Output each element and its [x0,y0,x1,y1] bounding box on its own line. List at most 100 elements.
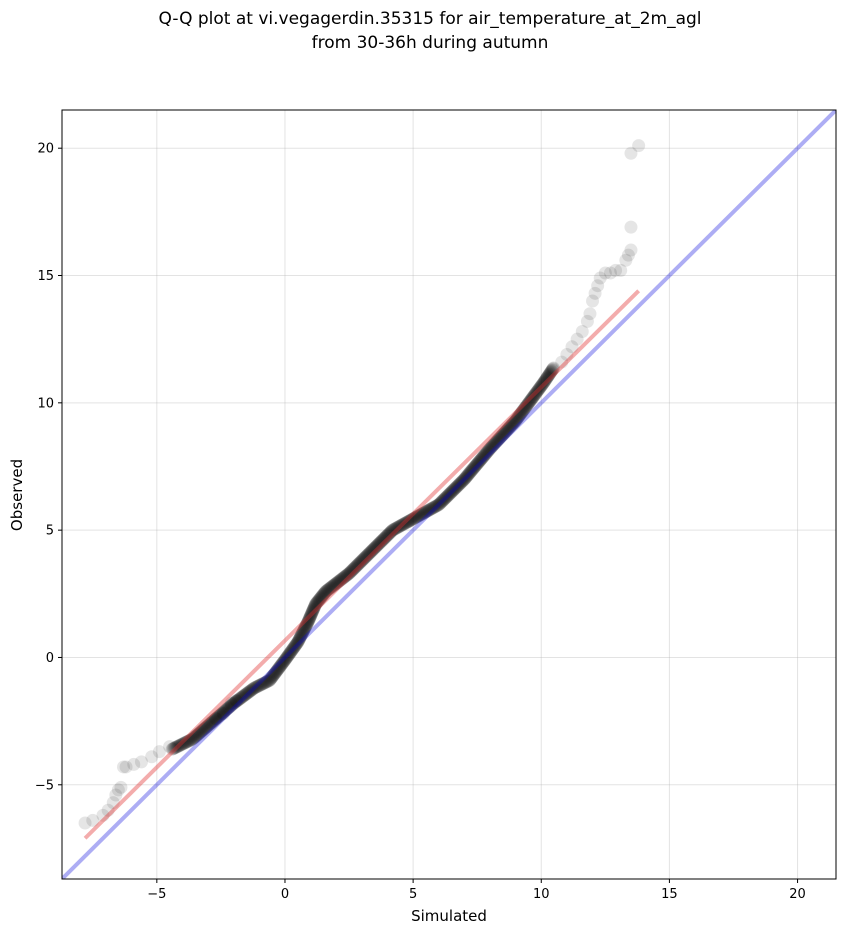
qq-point [216,705,230,719]
qq-point [466,463,480,477]
qq-point [531,383,545,397]
qq-point [194,724,208,738]
qq-point [191,727,205,741]
qq-point [254,678,268,692]
qq-point [404,513,418,527]
qq-point [278,653,292,667]
qq-point [403,514,417,528]
qq-point [101,803,115,817]
qq-point [224,699,238,713]
qq-point [464,465,478,479]
qq-point [432,498,446,512]
qq-point [430,499,444,513]
qq-point [513,408,527,422]
qq-point [314,591,328,605]
qq-point [420,504,434,518]
qq-point [261,674,275,688]
qq-point [304,609,318,623]
qq-point [238,688,252,702]
qq-point [508,414,522,428]
qq-point [378,531,392,545]
qq-point [532,383,546,397]
qq-point [392,520,406,534]
qq-point [497,427,511,441]
qq-point [407,511,421,525]
qq-point [298,621,312,635]
qq-point [488,437,502,451]
qq-point [412,509,426,523]
qq-point [391,520,405,534]
qq-point [362,547,376,561]
qq-point [349,559,363,573]
qq-point [468,460,482,474]
qq-point [525,391,539,405]
qq-point [496,427,510,441]
qq-point [294,628,308,642]
qq-point [425,501,439,515]
qq-point [274,658,288,672]
qq-point [530,385,544,399]
qq-point [229,694,243,708]
y-tick-label: 15 [37,269,54,284]
qq-point [383,526,397,540]
qq-point [358,550,372,564]
qq-point [416,506,430,520]
qq-point [461,468,475,482]
qq-point [439,490,453,504]
qq-point [507,416,521,430]
y-tick-label: 0 [46,651,54,666]
qq-point [253,678,267,692]
qq-point [377,532,391,546]
qq-point [317,587,331,601]
qq-point [591,279,605,293]
qq-point [537,375,551,389]
qq-point [268,666,282,680]
qq-point [538,374,552,388]
qq-point [424,502,438,516]
chart-title-line2: from 30-36h during autumn [312,33,549,53]
qq-point [255,677,269,691]
qq-point [179,735,193,749]
qq-point [394,518,408,532]
qq-point [270,663,284,677]
qq-point [170,740,184,754]
qq-point [219,703,233,717]
qq-point [570,332,584,346]
qq-point [544,364,558,378]
qq-point [266,669,280,683]
qq-point [208,713,222,727]
qq-point [398,516,412,530]
qq-point [229,695,243,709]
qq-point [389,521,403,535]
qq-point [207,713,221,727]
qq-point [533,381,547,395]
qq-point [444,485,458,499]
qq-point [377,531,391,545]
qq-point [303,609,317,623]
qq-point [396,517,410,531]
qq-point [498,425,512,439]
qq-point [372,537,386,551]
qq-point [214,708,228,722]
qq-point [442,487,456,501]
qq-point [472,454,486,468]
qq-point [423,502,437,516]
qq-point [283,647,297,661]
qq-point [520,398,534,412]
qq-point [293,631,307,645]
qq-point [501,422,515,436]
qq-point [380,529,394,543]
qq-point [494,429,508,443]
qq-point [334,572,348,586]
qq-point [307,601,321,615]
qq-point [388,522,402,536]
qq-point [308,598,322,612]
qq-point [524,392,538,406]
y-tick-label: 20 [37,142,54,157]
qq-point [231,693,245,707]
qq-point [301,616,315,630]
qq-point [273,660,287,674]
qq-point [512,409,526,423]
qq-point [205,715,219,729]
qq-point [263,673,277,687]
